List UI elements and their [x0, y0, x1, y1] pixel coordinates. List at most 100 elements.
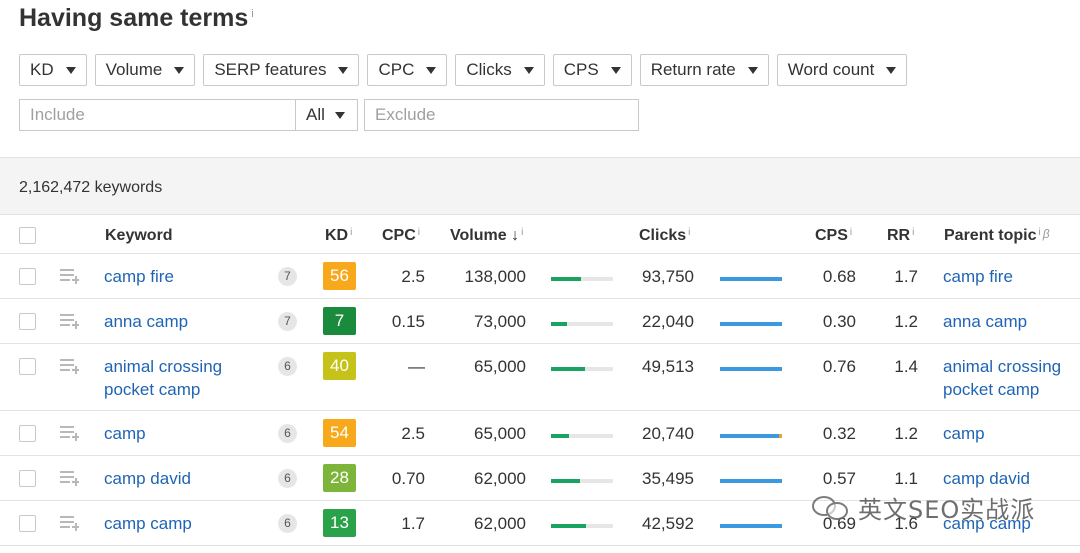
exclude-input[interactable]	[364, 99, 639, 131]
info-icon[interactable]: i	[912, 227, 915, 238]
clicks-value: 42,592	[642, 514, 694, 533]
add-to-list-icon[interactable]	[60, 269, 79, 284]
table-row: animal crossing pocket camp 6 40 — 65,000 49,…	[0, 344, 1080, 411]
add-to-list-icon[interactable]	[60, 359, 79, 374]
add-to-list-icon[interactable]	[60, 471, 79, 486]
volume-bar	[551, 322, 613, 326]
watermark: 英文SEO实战派	[812, 490, 1035, 525]
keyword-link[interactable]: animal crossing pocket camp	[104, 357, 223, 399]
serp-features-badge[interactable]: 6	[278, 514, 297, 533]
column-volume-label: Volume	[450, 227, 507, 244]
column-rr[interactable]: RR i	[887, 227, 914, 245]
row-checkbox[interactable]	[19, 358, 36, 375]
column-parent-topic[interactable]: Parent topic i β	[944, 227, 1050, 245]
serp-features-badge[interactable]: 6	[278, 424, 297, 443]
serp-features-badge[interactable]: 6	[278, 469, 297, 488]
filter-cpc-button[interactable]: CPC	[367, 54, 448, 86]
keyword-link[interactable]: camp camp	[104, 514, 192, 533]
clicks-value: 22,040	[642, 312, 694, 331]
parent-topic-link[interactable]: camp	[943, 424, 985, 443]
volume-bar-fill	[551, 322, 568, 326]
keyword-link[interactable]: camp david	[104, 469, 191, 488]
clicks-bar	[720, 434, 782, 438]
chevron-down-icon	[747, 66, 758, 74]
filter-clicks-button[interactable]: Clicks	[455, 54, 545, 86]
clicks-bar	[720, 479, 782, 483]
chevron-down-icon	[334, 111, 345, 119]
rr-value: 1.7	[894, 267, 918, 286]
serp-features-badge[interactable]: 6	[278, 357, 297, 376]
column-cps[interactable]: CPS i	[815, 227, 852, 245]
volume-value: 65,000	[474, 357, 526, 376]
column-volume[interactable]: Volume ↓ i	[450, 227, 523, 245]
info-icon[interactable]: i	[1038, 227, 1041, 238]
info-icon[interactable]: i	[521, 227, 524, 238]
kd-badge: 54	[323, 419, 356, 447]
match-mode-select[interactable]: All	[295, 99, 358, 131]
keyword-count: 2,162,472 keywords	[19, 179, 163, 196]
parent-topic-link[interactable]: camp fire	[943, 267, 1013, 286]
keyword-link[interactable]: camp fire	[104, 267, 174, 286]
parent-topic-link[interactable]: camp david	[943, 469, 1030, 488]
cps-value: 0.68	[822, 267, 856, 286]
chevron-down-icon	[174, 66, 185, 74]
column-kd[interactable]: KD i	[325, 227, 352, 245]
volume-value: 62,000	[474, 469, 526, 488]
volume-value: 138,000	[464, 267, 526, 286]
column-kd-label: KD	[325, 227, 349, 244]
table-row: camp david 6 28 0.70 62,000 35,495 0.57 1.1 camp…	[0, 456, 1080, 501]
chevron-down-icon	[523, 66, 534, 74]
row-checkbox[interactable]	[19, 470, 36, 487]
info-icon[interactable]: i	[849, 227, 853, 238]
column-parent-topic-label: Parent topic	[944, 227, 1037, 244]
info-icon[interactable]: i	[251, 8, 254, 20]
filter-word-count-button[interactable]: Word count	[776, 54, 908, 86]
info-icon[interactable]: i	[350, 227, 353, 238]
kd-badge: 56	[323, 262, 356, 290]
cpc-value: —	[408, 357, 425, 376]
clicks-bar-paid	[778, 434, 782, 438]
filter-return-rate-button[interactable]: Return rate	[639, 54, 769, 86]
add-to-list-icon[interactable]	[60, 426, 79, 441]
parent-topic-link[interactable]: camp camp	[943, 514, 1031, 533]
cpc-value: 1.7	[401, 514, 425, 533]
match-mode-label: All	[306, 105, 325, 124]
keyword-link[interactable]: camp	[104, 424, 146, 443]
serp-features-badge[interactable]: 7	[278, 267, 297, 286]
column-keyword[interactable]: Keyword	[105, 227, 173, 245]
parent-topic-link[interactable]: anna camp	[943, 312, 1028, 331]
filter-volume-button[interactable]: Volume	[94, 54, 196, 86]
column-clicks[interactable]: Clicks i	[639, 227, 690, 245]
add-to-list-icon[interactable]	[60, 314, 79, 329]
include-input[interactable]	[19, 99, 295, 131]
clicks-value: 35,495	[642, 469, 694, 488]
serp-features-badge[interactable]: 7	[278, 312, 297, 331]
filter-label: Word count	[787, 60, 875, 79]
cps-value: 0.76	[822, 357, 856, 376]
volume-bar	[551, 277, 613, 281]
filter-label: Clicks	[466, 60, 512, 79]
filter-serp-features-button[interactable]: SERP features	[203, 54, 360, 86]
chevron-down-icon	[65, 66, 76, 74]
select-all-checkbox[interactable]	[19, 227, 36, 244]
row-checkbox[interactable]	[19, 515, 36, 532]
parent-topic-link[interactable]: animal crossing pocket camp	[943, 357, 1062, 399]
clicks-value: 49,513	[642, 357, 694, 376]
filter-kd-button[interactable]: KD	[19, 54, 87, 86]
volume-value: 65,000	[474, 424, 526, 443]
watermark-text: 英文SEO实战派	[858, 496, 1036, 524]
rr-value: 1.6	[894, 514, 918, 533]
keyword-link[interactable]: anna camp	[104, 312, 189, 331]
column-keyword-label: Keyword	[105, 227, 173, 244]
add-to-list-icon[interactable]	[60, 516, 79, 531]
column-cpc[interactable]: CPC i	[382, 227, 420, 245]
info-icon[interactable]: i	[417, 227, 421, 238]
info-icon[interactable]: i	[688, 227, 691, 238]
row-checkbox[interactable]	[19, 268, 36, 285]
filter-cps-button[interactable]: CPS	[552, 54, 632, 86]
page-title-text: Having same terms	[19, 4, 249, 32]
keywords-table: Keyword KD i CPC i Volume ↓ i Clicks i CPS i …	[0, 215, 1080, 546]
row-checkbox[interactable]	[19, 425, 36, 442]
row-checkbox[interactable]	[19, 313, 36, 330]
search-row: All	[19, 99, 639, 131]
